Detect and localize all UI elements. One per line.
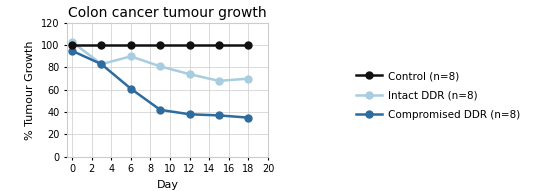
Control (n=8) [245,44,252,46]
Line: Intact DDR (n=8): Intact DDR (n=8) [69,38,252,84]
Control (n=8) [186,44,193,46]
Control (n=8) [69,44,75,46]
X-axis label: Day: Day [157,180,178,190]
Compromised DDR (n=8) [127,87,134,90]
Compromised DDR (n=8) [98,63,105,65]
Intact DDR (n=8) [157,65,164,67]
Control (n=8) [127,44,134,46]
Legend: Control (n=8), Intact DDR (n=8), Compromised DDR (n=8): Control (n=8), Intact DDR (n=8), Comprom… [352,67,524,124]
Compromised DDR (n=8) [245,117,252,119]
Compromised DDR (n=8) [157,109,164,111]
Line: Control (n=8): Control (n=8) [69,42,252,49]
Intact DDR (n=8) [245,78,252,80]
Y-axis label: % Tumour Growth: % Tumour Growth [25,40,35,139]
Intact DDR (n=8) [69,41,75,43]
Intact DDR (n=8) [98,63,105,65]
Compromised DDR (n=8) [69,50,75,52]
Control (n=8) [216,44,222,46]
Compromised DDR (n=8) [216,114,222,117]
Title: Colon cancer tumour growth: Colon cancer tumour growth [68,6,267,20]
Intact DDR (n=8) [216,80,222,82]
Control (n=8) [157,44,164,46]
Intact DDR (n=8) [127,55,134,57]
Intact DDR (n=8) [186,73,193,75]
Line: Compromised DDR (n=8): Compromised DDR (n=8) [69,47,252,121]
Control (n=8) [98,44,105,46]
Compromised DDR (n=8) [186,113,193,115]
